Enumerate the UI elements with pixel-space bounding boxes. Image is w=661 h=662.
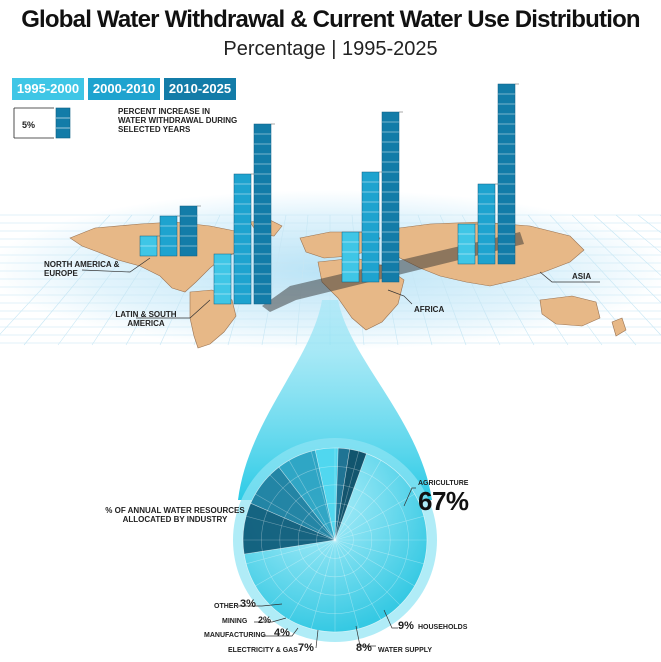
pie-web-spoke <box>255 539 336 587</box>
grid-line <box>261 214 287 346</box>
agriculture-leader <box>403 487 416 507</box>
pie-web-ring <box>261 466 409 614</box>
pie-web-spoke <box>334 539 424 565</box>
chart-subtitle: Percentage | 1995-2025 <box>223 38 438 60</box>
pie-web-ring <box>279 484 391 596</box>
slice-pct-water-supply: 8% <box>356 642 372 654</box>
pie-caption: % OF ANNUAL WATER RESOURCES ALLOCATED BY… <box>105 506 245 524</box>
legend-scale-note: 5% <box>22 120 36 130</box>
slice-pct-other: 3% <box>240 598 256 610</box>
pie-web-spoke <box>269 474 336 541</box>
households-leader <box>383 609 398 629</box>
pie-web-spoke <box>334 539 360 629</box>
latam-leader <box>136 299 211 319</box>
region-label-north-america-europe: NORTH AMERICA & EUROPE <box>44 260 120 278</box>
slice-label-households: HOUSEHOLDS <box>418 624 468 631</box>
pie-web-spoke <box>334 539 401 606</box>
slice-label-other: OTHER <box>214 603 239 610</box>
mining-leader <box>254 617 287 623</box>
australia-shape <box>539 295 601 327</box>
legend-bar-swatch <box>55 107 71 139</box>
africa-leader <box>387 289 413 305</box>
pie-web-spoke <box>334 539 415 587</box>
legend-period-1995-2000: 1995-2000 <box>12 78 84 100</box>
bar <box>341 231 360 283</box>
legend-period-2010-2025: 2010-2025 <box>164 78 236 100</box>
pie-slice-other <box>334 448 367 541</box>
pie-web-spoke <box>288 539 336 620</box>
asia-leader <box>539 271 600 283</box>
pie-web-spoke <box>334 493 415 541</box>
slice-pct-households: 9% <box>398 620 414 632</box>
pie-web-spoke <box>334 515 424 541</box>
slice-pct-mining: 2% <box>258 615 272 625</box>
pie-slices <box>242 447 428 633</box>
bar <box>361 171 380 283</box>
pie-web-spoke <box>246 539 336 565</box>
slice-label-electricity-gas: ELECTRICITY & GAS <box>228 647 298 654</box>
pie-web-spoke <box>334 539 382 620</box>
pie-web-ring <box>297 502 373 578</box>
pie-web-spoke <box>269 539 336 606</box>
pie-web-spoke <box>255 493 336 541</box>
grid-line <box>615 214 661 253</box>
grid-line <box>593 214 661 276</box>
pie-web-spoke <box>288 460 336 541</box>
data-funnel <box>238 300 432 500</box>
region-label-asia: ASIA <box>572 272 592 281</box>
pie-web-spoke <box>246 515 336 541</box>
slice-pct-agriculture: 67% <box>418 486 469 516</box>
pie-web-spoke <box>310 451 336 541</box>
slice-pct-electricity-gas: 7% <box>298 642 314 654</box>
chart-title: Global Water Withdrawal & Current Water … <box>21 6 640 33</box>
bars <box>139 83 519 305</box>
na-europe-leader <box>81 257 151 273</box>
slice-label-mining: MINING <box>222 618 248 625</box>
pie-web-spoke <box>310 539 336 629</box>
pie-web-spoke <box>334 474 401 541</box>
bar <box>213 253 232 305</box>
electricity-leader <box>315 629 319 649</box>
pie-web-ring <box>316 521 354 559</box>
pie-web-ring <box>242 447 428 633</box>
region-label-africa: AFRICA <box>414 305 445 314</box>
pie-web-spoke <box>334 460 382 541</box>
new-zealand-shape <box>611 317 627 337</box>
region-label-latin-south-america: LATIN & SOUTH AMERICA <box>115 310 177 328</box>
slice-label-manufacturing: MANUFACTURING <box>204 632 266 639</box>
slice-label-water-supply: WATER SUPPLY <box>378 647 433 654</box>
pie-web-spoke <box>334 451 360 541</box>
region-leaders <box>81 257 600 319</box>
pie-web-lines <box>242 447 428 633</box>
continents <box>69 219 627 349</box>
manufacturing-leader <box>262 627 299 637</box>
slice-pct-manufacturing: 4% <box>274 627 290 639</box>
legend-description: Percent increase in water withdrawal dur… <box>118 107 238 134</box>
pie-slice-agriculture <box>243 453 428 633</box>
grid-line <box>571 214 661 304</box>
water-supply-leader <box>355 625 376 647</box>
bar <box>179 205 198 257</box>
leader-lines <box>238 487 416 649</box>
other-leader <box>238 603 283 607</box>
bar <box>233 173 252 305</box>
slice-label-agriculture: AGRICULTURE <box>418 480 469 487</box>
bar <box>381 111 400 283</box>
legend-period-2000-2010: 2000-2010 <box>88 78 160 100</box>
